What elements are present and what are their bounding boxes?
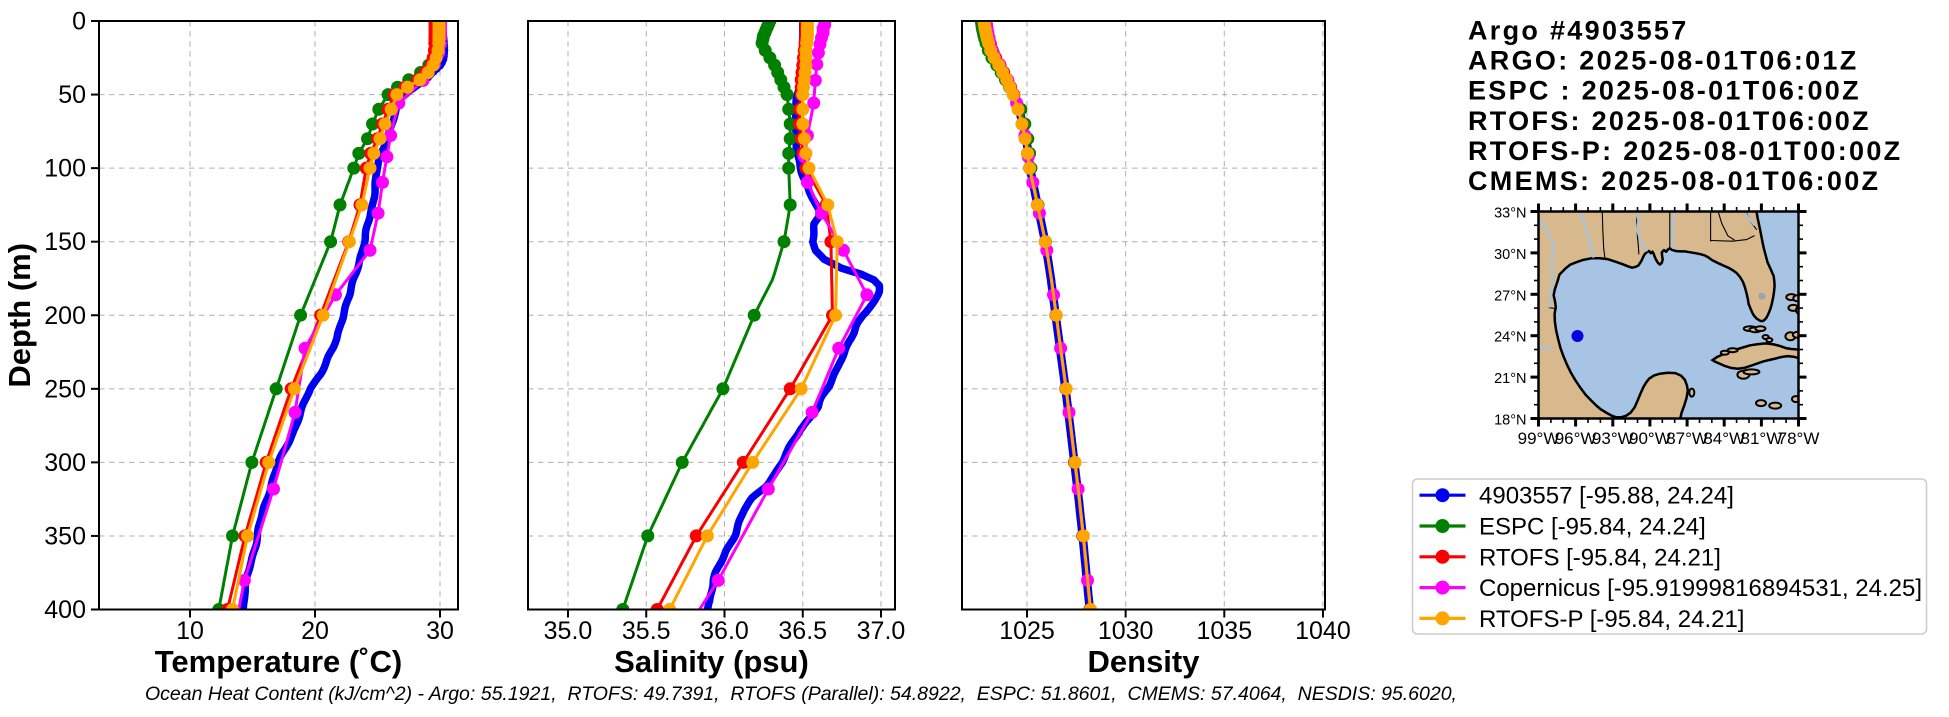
svg-text:ARGO: 2025-08-01T06:01Z: ARGO: 2025-08-01T06:01Z (1468, 46, 1859, 76)
svg-text:350: 350 (44, 522, 86, 550)
svg-text:24°N: 24°N (1494, 330, 1526, 346)
svg-text:Temperature (˚C): Temperature (˚C) (155, 644, 402, 679)
svg-text:35.5: 35.5 (622, 617, 671, 645)
svg-text:Salinity (psu): Salinity (psu) (614, 644, 809, 679)
svg-text:CMEMS: 2025-08-01T06:00Z: CMEMS: 2025-08-01T06:00Z (1468, 166, 1880, 196)
svg-text:0: 0 (72, 8, 86, 36)
svg-text:300: 300 (44, 449, 86, 477)
svg-text:Argo #4903557: Argo #4903557 (1468, 16, 1689, 46)
svg-text:84°W: 84°W (1703, 429, 1745, 448)
svg-text:1025: 1025 (999, 617, 1055, 645)
svg-text:93°W: 93°W (1592, 429, 1634, 448)
svg-text:36.5: 36.5 (778, 617, 827, 645)
svg-text:96°W: 96°W (1555, 429, 1597, 448)
svg-text:400: 400 (44, 596, 86, 624)
svg-text:Copernicus [-95.91999816894531: Copernicus [-95.91999816894531, 24.25] (1479, 575, 1922, 602)
svg-text:RTOFS: 2025-08-01T06:00Z: RTOFS: 2025-08-01T06:00Z (1468, 106, 1871, 136)
svg-text:Depth (m): Depth (m) (2, 243, 37, 388)
svg-text:200: 200 (44, 302, 86, 330)
svg-text:21°N: 21°N (1494, 371, 1526, 387)
svg-text:250: 250 (44, 375, 86, 403)
svg-text:81°W: 81°W (1741, 429, 1783, 448)
svg-text:27°N: 27°N (1494, 288, 1526, 304)
svg-text:99°W: 99°W (1518, 429, 1560, 448)
svg-text:4903557 [-95.88, 24.24]: 4903557 [-95.88, 24.24] (1479, 483, 1734, 510)
svg-text:10: 10 (176, 617, 204, 645)
svg-text:35.0: 35.0 (544, 617, 593, 645)
svg-text:100: 100 (44, 155, 86, 183)
svg-text:90°W: 90°W (1629, 429, 1671, 448)
svg-text:RTOFS-P [-95.84, 24.21]: RTOFS-P [-95.84, 24.21] (1479, 606, 1744, 633)
svg-text:36.0: 36.0 (700, 617, 749, 645)
svg-text:18°N: 18°N (1494, 413, 1526, 429)
svg-text:RTOFS [-95.84, 24.21]: RTOFS [-95.84, 24.21] (1479, 544, 1721, 571)
svg-text:150: 150 (44, 228, 86, 256)
svg-text:Ocean Heat Content (kJ/cm^2) -: Ocean Heat Content (kJ/cm^2) - Argo: 55.… (145, 683, 1457, 705)
svg-text:ESPC [-95.84, 24.24]: ESPC [-95.84, 24.24] (1479, 514, 1706, 541)
svg-text:33°N: 33°N (1494, 206, 1526, 222)
svg-text:Density: Density (1088, 644, 1201, 679)
svg-text:1040: 1040 (1295, 617, 1351, 645)
svg-text:78°W: 78°W (1778, 429, 1820, 448)
svg-text:20: 20 (301, 617, 329, 645)
svg-text:1030: 1030 (1098, 617, 1154, 645)
svg-text:RTOFS-P: 2025-08-01T00:00Z: RTOFS-P: 2025-08-01T00:00Z (1468, 136, 1902, 166)
svg-text:87°W: 87°W (1666, 429, 1708, 448)
svg-text:30°N: 30°N (1494, 247, 1526, 263)
svg-text:50: 50 (58, 81, 86, 109)
svg-text:ESPC : 2025-08-01T06:00Z: ESPC : 2025-08-01T06:00Z (1468, 76, 1861, 106)
svg-text:1035: 1035 (1196, 617, 1252, 645)
svg-text:37.0: 37.0 (857, 617, 906, 645)
svg-text:30: 30 (426, 617, 454, 645)
